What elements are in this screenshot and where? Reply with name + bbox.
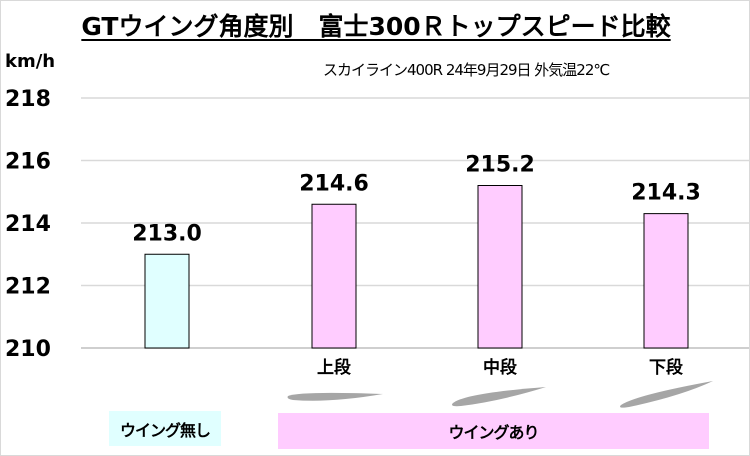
- data-label: 213.0: [132, 221, 202, 246]
- wing-angle-icon: [452, 387, 546, 407]
- bar: [643, 213, 689, 349]
- y-tick-label: 210: [5, 337, 51, 362]
- y-axis-label: km/h: [5, 51, 56, 72]
- wing-angle-icon: [620, 381, 713, 408]
- y-tick-label: 212: [5, 275, 51, 300]
- data-label: 215.2: [465, 153, 535, 178]
- y-tick-label: 216: [5, 150, 51, 175]
- y-tick-label: 218: [5, 87, 51, 112]
- wing-angle-icon: [287, 392, 383, 401]
- data-label: 214.3: [631, 181, 701, 206]
- group-label-with-wing: ウイングあり: [278, 413, 709, 449]
- x-tick-label: 中段: [483, 357, 517, 378]
- x-tick-label: 下段: [649, 357, 683, 378]
- bar: [311, 203, 357, 349]
- chart-title: GTウイング角度別 富士300Ｒトップスピード比較: [1, 7, 749, 43]
- data-label: 214.6: [299, 171, 369, 196]
- x-tick-label: 上段: [317, 357, 351, 378]
- bar: [144, 253, 190, 349]
- chart-title-text: GTウイング角度別 富士300Ｒトップスピード比較: [81, 12, 671, 41]
- bar: [477, 185, 523, 349]
- chart-subtitle: スカイライン400R 24年9月29日 外気温22℃: [323, 61, 610, 79]
- y-tick-label: 214: [5, 212, 51, 237]
- group-label-no-wing: ウイング無し: [109, 411, 221, 446]
